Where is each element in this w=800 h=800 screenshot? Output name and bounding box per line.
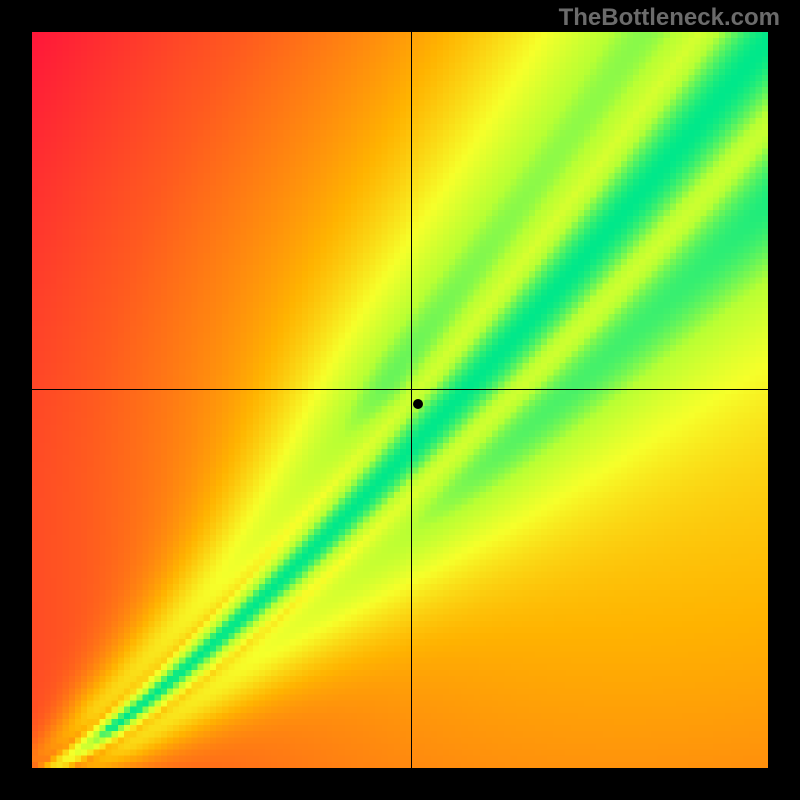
watermark-text: TheBottleneck.com xyxy=(559,4,780,32)
crosshair-vertical xyxy=(411,32,412,768)
crosshair-horizontal xyxy=(32,389,768,390)
bottleneck-heatmap xyxy=(32,32,768,768)
chart-container: { "type": "heatmap", "source_watermark":… xyxy=(0,0,800,800)
